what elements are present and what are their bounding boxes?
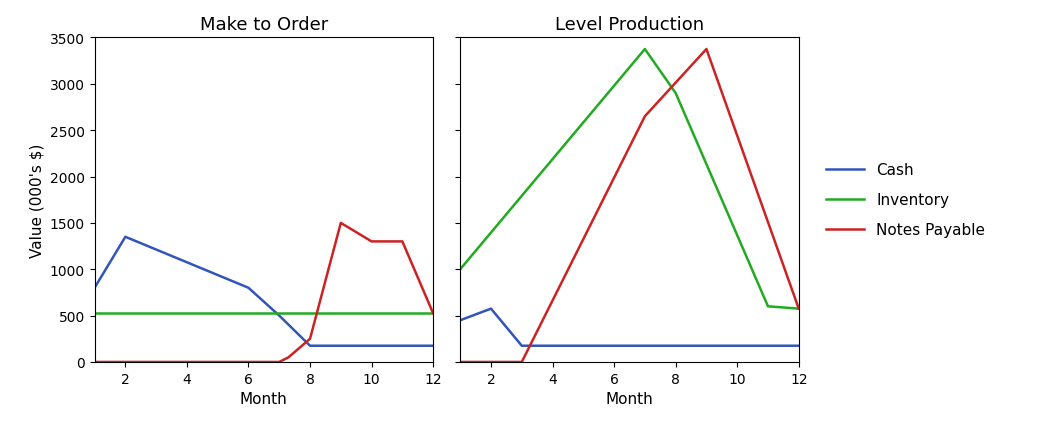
X-axis label: Month: Month <box>240 391 288 406</box>
Cash <box>485 306 497 311</box>
Line: Inventory: Inventory <box>460 50 799 309</box>
Notes Payable <box>792 306 805 311</box>
Legend: Cash, Inventory, Notes Payable: Cash, Inventory, Notes Payable <box>820 156 991 244</box>
Title: Level Production: Level Production <box>555 16 704 34</box>
Inventory <box>762 304 775 309</box>
Notes Payable <box>639 115 652 120</box>
Cash <box>547 343 559 348</box>
X-axis label: Month: Month <box>605 391 654 406</box>
Cash <box>454 318 467 323</box>
Notes Payable <box>454 360 467 365</box>
Line: Notes Payable: Notes Payable <box>460 50 799 362</box>
Notes Payable <box>515 360 528 365</box>
Inventory <box>792 306 805 311</box>
Cash <box>792 343 805 348</box>
Notes Payable <box>700 47 713 52</box>
Line: Cash: Cash <box>460 309 799 346</box>
Inventory <box>454 267 467 272</box>
Inventory <box>639 47 652 52</box>
Title: Make to Order: Make to Order <box>200 16 328 34</box>
Inventory <box>669 91 682 96</box>
Y-axis label: Value (000's $): Value (000's $) <box>29 143 44 257</box>
Cash <box>515 343 528 348</box>
